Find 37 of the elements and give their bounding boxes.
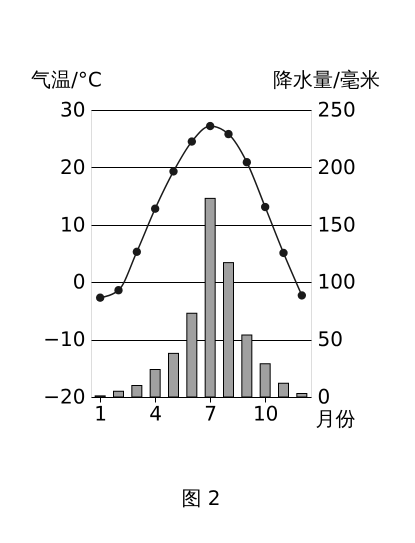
x-axis-title: 月份 xyxy=(316,406,356,430)
y2-axis-title: 降水量/毫米 xyxy=(273,68,380,92)
y2-tick-label: 250 xyxy=(318,98,356,122)
bar xyxy=(296,393,308,398)
y2-tick-label: 50 xyxy=(318,327,343,352)
y-tick-label: 10 xyxy=(60,212,86,236)
point xyxy=(150,204,160,213)
y2-tick-label: 100 xyxy=(318,270,356,294)
y2-tick-label: 200 xyxy=(318,154,356,179)
point xyxy=(206,122,214,130)
point xyxy=(242,158,252,166)
y-axis-title: 气温/°C xyxy=(31,68,102,92)
x-tick-label: 10 xyxy=(252,402,278,426)
bar xyxy=(278,382,289,398)
point xyxy=(169,167,178,176)
y-tick-label: 20 xyxy=(60,154,86,179)
x-tick-label: 1 xyxy=(94,402,108,426)
caption: 图 2 xyxy=(181,486,221,510)
point xyxy=(298,291,306,300)
y2-tick-label: 150 xyxy=(318,212,356,236)
bar xyxy=(131,385,142,398)
y-tick-label: 30 xyxy=(60,98,86,122)
y-tick-label: −20 xyxy=(43,384,86,408)
point xyxy=(114,286,123,294)
point xyxy=(224,130,233,138)
bar xyxy=(113,390,124,398)
bar xyxy=(168,352,179,398)
x-tick-label: 4 xyxy=(149,402,162,426)
y2-tick-label: 0 xyxy=(318,384,330,408)
x-tick-label: 7 xyxy=(204,402,218,426)
y-tick-label: 0 xyxy=(72,270,86,294)
point xyxy=(188,137,196,146)
point xyxy=(279,248,288,258)
point xyxy=(96,294,104,302)
point xyxy=(260,202,270,212)
y-tick-label: −10 xyxy=(43,327,86,352)
point xyxy=(132,248,142,256)
